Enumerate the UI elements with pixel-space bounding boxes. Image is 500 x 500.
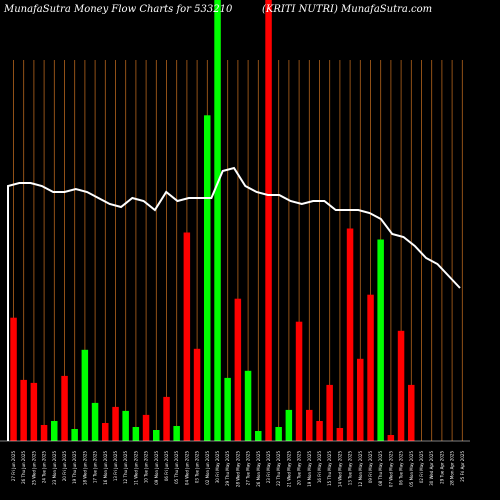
x-tick-label: 08 Thu May 2025 bbox=[378, 451, 383, 486]
x-tick-label: 13 Tue May 2025 bbox=[348, 451, 353, 486]
x-tick-label: 23 Mon Jun 2025 bbox=[52, 451, 57, 485]
money-flow-bar bbox=[336, 428, 344, 441]
x-tick-label: 30 Wed Apr 2025 bbox=[429, 451, 434, 486]
money-flow-bar bbox=[357, 358, 364, 441]
money-flow-bar bbox=[112, 406, 119, 441]
money-flow-bar bbox=[142, 414, 150, 441]
price-line-layer bbox=[7, 166, 461, 441]
x-tick-label: 15 Thu May 2025 bbox=[327, 451, 332, 486]
x-tick-label: 23 Fri May 2025 bbox=[266, 451, 271, 484]
money-flow-bar bbox=[40, 425, 48, 441]
money-flow-bar bbox=[295, 321, 303, 441]
money-flow-bar bbox=[132, 427, 140, 441]
x-tick-label: 09 Fri May 2025 bbox=[368, 451, 373, 484]
money-flow-bar bbox=[397, 330, 405, 442]
x-tick-label: 11 Wed Jun 2025 bbox=[133, 451, 138, 486]
money-flow-bar bbox=[10, 317, 17, 441]
x-tick-label: 29 Thu May 2025 bbox=[225, 451, 230, 486]
price-line bbox=[7, 166, 461, 441]
x-tick-label: 28 Wed May 2025 bbox=[235, 451, 240, 488]
money-flow-bar bbox=[51, 421, 58, 441]
x-tick-label: 14 Wed May 2025 bbox=[337, 451, 342, 488]
x-tick-label: 12 Thu Jun 2025 bbox=[123, 451, 128, 484]
money-flow-bar bbox=[102, 423, 109, 441]
money-flow-bar bbox=[367, 294, 374, 441]
money-flow-bar bbox=[91, 402, 99, 441]
money-flow-bar bbox=[255, 431, 262, 441]
x-tick-label: 07 Wed May 2025 bbox=[388, 451, 393, 488]
money-flow-bar bbox=[193, 348, 201, 441]
money-flow-bar bbox=[214, 0, 221, 441]
money-flow-bar bbox=[387, 435, 395, 441]
x-tick-label: 26 Thu Jun 2025 bbox=[21, 451, 26, 484]
x-tick-label: 20 Fri Jun 2025 bbox=[62, 451, 67, 482]
x-tick-label: 27 Tue May 2025 bbox=[246, 451, 251, 486]
chart-subtitle: (KRITI NUTRI) MunafaSutra.com bbox=[262, 4, 432, 15]
money-flow-bar bbox=[316, 421, 323, 441]
money-flow-bar bbox=[244, 370, 252, 441]
money-flow-bar bbox=[61, 375, 68, 441]
money-flow-bar bbox=[173, 426, 180, 441]
money-flow-bar bbox=[163, 396, 170, 441]
money-flow-bar bbox=[224, 377, 231, 441]
x-axis-tick-labels: 27 Fri Jun 2025 26 Thu Jun 2025 25 Wed Jun… bbox=[11, 451, 465, 488]
money-flow-bar bbox=[81, 349, 89, 441]
x-tick-label: 29 Tue Apr 2025 bbox=[439, 451, 444, 484]
x-tick-label: 09 Mon Jun 2025 bbox=[154, 451, 159, 485]
money-flow-bar bbox=[346, 228, 354, 441]
x-tick-label: 04 Wed Jun 2025 bbox=[184, 451, 189, 486]
x-tick-label: 06 Tue May 2025 bbox=[399, 451, 404, 486]
x-tick-label: 25 Fri Apr 2025 bbox=[460, 451, 465, 482]
money-flow-bar bbox=[377, 239, 384, 441]
x-tick-label: 19 Mon May 2025 bbox=[307, 451, 312, 487]
x-tick-label: 02 Fri May 2025 bbox=[419, 451, 424, 484]
x-tick-label: 02 Mon Jun 2025 bbox=[205, 451, 210, 485]
money-flow-bar bbox=[285, 409, 293, 441]
x-tick-label: 03 Tue Jun 2025 bbox=[195, 451, 200, 484]
money-flow-bar bbox=[153, 430, 160, 441]
x-tick-label: 22 Thu May 2025 bbox=[276, 451, 281, 486]
x-tick-label: 13 Fri Jun 2025 bbox=[113, 451, 118, 482]
x-tick-label: 27 Fri Jun 2025 bbox=[11, 451, 16, 482]
x-tick-label: 28 Mon Apr 2025 bbox=[450, 451, 455, 486]
money-flow-bars bbox=[10, 0, 415, 442]
money-flow-bar bbox=[275, 427, 282, 441]
x-tick-label: 19 Thu Jun 2025 bbox=[72, 451, 77, 484]
x-tick-label: 16 Fri May 2025 bbox=[317, 451, 322, 484]
x-tick-label: 25 Wed Jun 2025 bbox=[31, 451, 36, 486]
x-tick-label: 21 Wed May 2025 bbox=[286, 451, 291, 488]
x-tick-label: 26 Mon May 2025 bbox=[256, 451, 261, 487]
money-flow-bar bbox=[306, 409, 313, 441]
chart-title: MunafaSutra Money Flow Charts for 533210 bbox=[3, 4, 233, 15]
money-flow-bar bbox=[408, 384, 415, 441]
x-tick-label: 16 Mon Jun 2025 bbox=[103, 451, 108, 485]
x-tick-label: 06 Fri Jun 2025 bbox=[164, 451, 169, 482]
x-tick-label: 05 Thu Jun 2025 bbox=[174, 451, 179, 484]
money-flow-bar bbox=[234, 298, 242, 441]
money-flow-bar bbox=[326, 384, 333, 441]
x-tick-label: 17 Tue Jun 2025 bbox=[93, 451, 98, 484]
money-flow-bar bbox=[20, 379, 27, 441]
x-tick-label: 05 Mon May 2025 bbox=[409, 451, 414, 487]
money-flow-bar bbox=[204, 115, 211, 442]
x-tick-label: 12 Mon May 2025 bbox=[358, 451, 363, 487]
money-flow-bar bbox=[71, 429, 78, 441]
money-flow-bar bbox=[122, 410, 129, 441]
x-tick-label: 24 Tue Jun 2025 bbox=[42, 451, 47, 484]
money-flow-bar bbox=[30, 382, 38, 441]
x-tick-label: 20 Tue May 2025 bbox=[297, 451, 302, 486]
money-flow-bar bbox=[265, 0, 272, 441]
x-tick-label: 30 Fri May 2025 bbox=[215, 451, 220, 484]
money-flow-bar bbox=[183, 232, 191, 441]
x-tick-label: 10 Tue Jun 2025 bbox=[144, 451, 149, 484]
x-tick-label: 18 Wed Jun 2025 bbox=[82, 451, 87, 486]
